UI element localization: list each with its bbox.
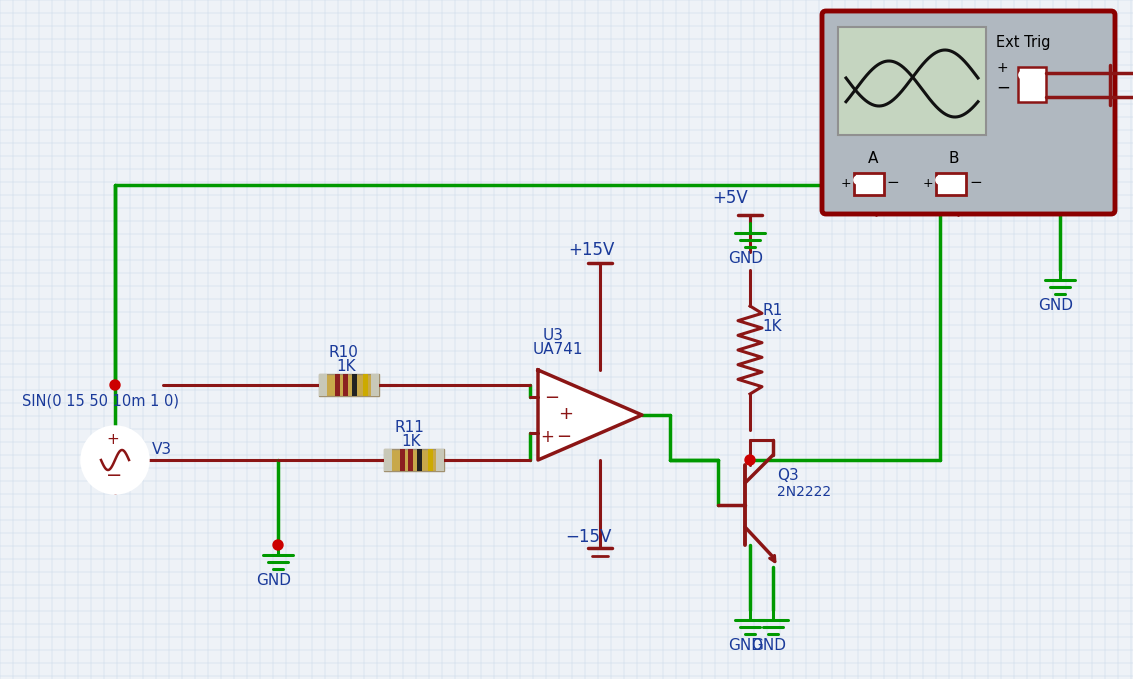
Text: +: +	[841, 177, 852, 190]
Bar	[384, 449, 392, 471]
Text: R1: R1	[763, 303, 782, 318]
Text: +15V: +15V	[568, 241, 614, 259]
Bar	[436, 449, 444, 471]
Text: +: +	[540, 428, 554, 445]
Text: −: −	[556, 428, 571, 445]
Circle shape	[273, 540, 283, 550]
Circle shape	[82, 427, 148, 493]
Circle shape	[746, 455, 755, 465]
Bar	[400, 449, 404, 471]
Text: Q3: Q3	[777, 468, 799, 483]
Text: GND: GND	[1038, 298, 1073, 313]
Bar	[417, 449, 421, 471]
Text: U3: U3	[543, 328, 564, 343]
FancyBboxPatch shape	[823, 11, 1115, 214]
Text: 2N2222: 2N2222	[777, 485, 832, 499]
Bar	[854, 173, 884, 195]
Bar	[408, 449, 414, 471]
Text: −: −	[996, 79, 1010, 97]
Bar	[363, 374, 368, 396]
Text: +: +	[107, 432, 119, 447]
Bar	[370, 374, 380, 396]
Text: +: +	[923, 177, 934, 190]
Bar	[352, 374, 357, 396]
Text: R10: R10	[329, 345, 359, 360]
Text: V3: V3	[152, 442, 172, 457]
Text: −15V: −15V	[565, 528, 612, 546]
Text: 1K: 1K	[337, 359, 356, 374]
Bar	[838, 27, 986, 135]
Bar	[320, 374, 380, 396]
Bar	[1017, 67, 1046, 102]
Text: GND: GND	[729, 251, 763, 266]
Text: Ext Trig: Ext Trig	[996, 35, 1050, 50]
Text: GND: GND	[729, 638, 763, 653]
Text: +: +	[996, 61, 1007, 75]
Polygon shape	[538, 370, 642, 460]
Circle shape	[110, 380, 120, 390]
Text: −: −	[886, 175, 898, 190]
Text: B: B	[949, 151, 960, 166]
Bar	[936, 173, 966, 195]
Text: +: +	[557, 405, 573, 423]
Text: 1K: 1K	[763, 319, 782, 334]
Circle shape	[854, 176, 862, 184]
Bar	[428, 449, 433, 471]
Circle shape	[936, 176, 944, 184]
Circle shape	[1019, 71, 1026, 79]
Bar	[335, 374, 340, 396]
Text: +5V: +5V	[712, 189, 748, 207]
Text: −: −	[107, 466, 122, 485]
Bar	[384, 449, 444, 471]
Text: A: A	[868, 151, 878, 166]
Bar	[343, 374, 348, 396]
Text: −: −	[544, 389, 559, 407]
Text: GND: GND	[751, 638, 786, 653]
Text: 1K: 1K	[401, 434, 420, 449]
Text: SIN(0 15 50 10m 1 0): SIN(0 15 50 10m 1 0)	[22, 393, 179, 408]
Text: GND: GND	[256, 573, 291, 588]
Text: UA741: UA741	[533, 342, 583, 357]
Text: −: −	[969, 175, 982, 190]
Bar	[320, 374, 327, 396]
Text: R11: R11	[394, 420, 424, 435]
